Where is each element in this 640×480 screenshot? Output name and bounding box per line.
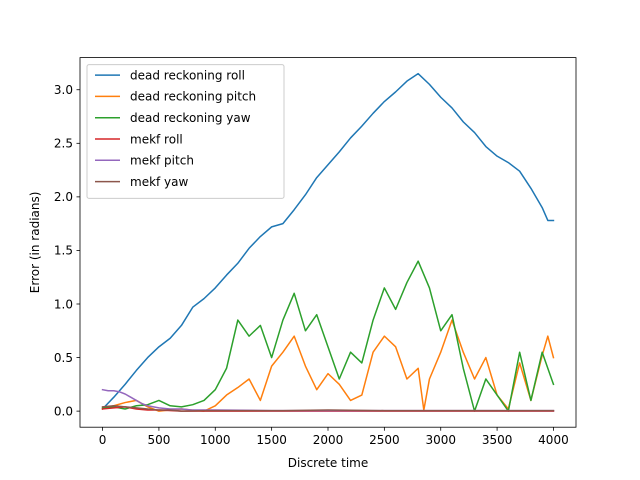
x-tick-label: 1000 [200, 433, 231, 447]
legend-label-0: dead reckoning roll [130, 68, 245, 82]
legend-label-2: dead reckoning yaw [130, 111, 251, 125]
axes-layer: 0 500 1000 1500 2000 2500 3000 3500 4000 0.0 0.5 1.… [54, 57, 577, 447]
y-tick-label: 0.0 [54, 404, 73, 418]
y-tick-label: 1.5 [54, 244, 73, 258]
series-layer [101, 72, 555, 412]
series-line-0 [101, 72, 555, 411]
x-tick-label: 3500 [482, 433, 513, 447]
x-tick-label: 0 [99, 433, 107, 447]
legend: dead reckoning roll dead reckoning pitch d… [86, 64, 285, 199]
y-tick-label: 2.0 [54, 190, 73, 204]
y-axis-label: Error (in radians) [28, 192, 42, 294]
x-axis-label: Discrete time [288, 456, 369, 470]
x-tick-label: 1500 [256, 433, 287, 447]
x-tick-label: 2000 [313, 433, 344, 447]
legend-label-3: mekf roll [130, 132, 183, 146]
series-line-2 [101, 260, 555, 412]
x-tick-label: 2500 [369, 433, 400, 447]
y-tick-label: 0.5 [54, 351, 73, 365]
legend-box [86, 64, 285, 199]
series-line-5 [101, 405, 555, 412]
legend-label-5: mekf yaw [130, 175, 189, 189]
y-tick-label: 1.0 [54, 297, 73, 311]
x-tick-label: 500 [147, 433, 170, 447]
x-tick-label: 4000 [538, 433, 569, 447]
y-tick-label: 2.5 [54, 137, 73, 151]
legend-label-4: mekf pitch [130, 154, 194, 168]
legend-label-1: dead reckoning pitch [130, 90, 256, 104]
x-tick-label: 3000 [425, 433, 456, 447]
y-tick-label: 3.0 [54, 83, 73, 97]
